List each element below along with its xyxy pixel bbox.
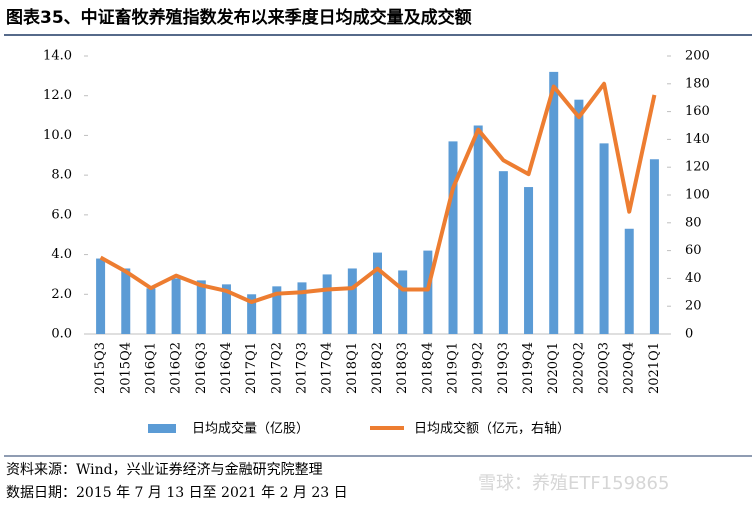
legend-label: 日均成交额（亿元，右轴）: [414, 421, 570, 437]
x-tick-label: 2020Q2: [571, 342, 586, 394]
bar: [599, 143, 609, 334]
x-tick-label: 2020Q4: [622, 342, 637, 394]
chart-title: 图表35、中证畜牧养殖指数发布以来季度日均成交量及成交额: [6, 7, 472, 28]
y-tick-label: 4.0: [51, 247, 72, 262]
y2-tick-label: 20: [685, 299, 702, 314]
x-tick-label: 2017Q1: [244, 342, 259, 394]
bar: [423, 250, 433, 334]
x-tick-label: 2019Q1: [446, 342, 461, 394]
bar: [171, 278, 181, 334]
y2-tick-label: 80: [685, 215, 702, 230]
bar: [373, 252, 382, 334]
bar: [96, 258, 106, 334]
x-tick-label: 2018Q3: [395, 342, 410, 394]
x-tick-label: 2020Q3: [597, 342, 612, 394]
bar: [322, 274, 332, 334]
bar: [498, 171, 508, 334]
x-tick-label: 2019Q2: [471, 342, 486, 394]
x-tick-label: 2018Q4: [420, 342, 435, 394]
y-tick-label: 8.0: [51, 168, 72, 183]
y2-tick-label: 180: [685, 76, 710, 91]
y2-tick-label: 120: [685, 160, 710, 175]
y2-tick-label: 40: [685, 271, 702, 286]
y2-tick-label: 200: [685, 49, 710, 64]
x-tick-label: 2021Q1: [647, 342, 662, 394]
y2-tick-label: 100: [685, 188, 710, 203]
bar: [549, 71, 559, 334]
y2-tick-label: 60: [685, 243, 702, 258]
y-tick-label: 0.0: [51, 327, 72, 342]
y-tick-label: 12.0: [43, 88, 72, 103]
legend-label: 日均成交量（亿股）: [192, 421, 309, 437]
bar: [398, 270, 408, 334]
bar: [448, 141, 458, 334]
x-tick-label: 2019Q3: [496, 342, 511, 394]
x-tick-label: 2017Q4: [320, 342, 335, 394]
legend-swatch: [148, 424, 176, 433]
line: [99, 81, 657, 305]
x-tick-label: 2018Q1: [345, 342, 360, 394]
bar: [247, 294, 257, 334]
x-tick-label: 2017Q2: [269, 342, 284, 394]
x-tick-label: 2016Q3: [194, 342, 209, 394]
bar: [524, 187, 534, 334]
bar: [624, 228, 634, 334]
x-tick-label: 2016Q1: [143, 342, 158, 394]
x-tick-label: 2015Q3: [93, 342, 108, 394]
date-note: 数据日期：2015 年 7 月 13 日至 2021 年 2 月 23 日: [6, 485, 348, 501]
y-tick-label: 2.0: [51, 287, 72, 302]
x-tick-label: 2019Q4: [521, 342, 536, 394]
bar: [574, 99, 584, 334]
y2-tick-label: 160: [685, 104, 710, 119]
bar: [473, 125, 483, 334]
bar: [146, 288, 156, 334]
bar: [121, 268, 131, 334]
bar: [347, 268, 357, 334]
y2-tick-label: 140: [685, 132, 710, 147]
watermark: 雪球：养殖ETF159865: [478, 472, 669, 494]
y-tick-label: 14.0: [43, 49, 72, 64]
source: 资料来源：Wind，兴业证券经济与金融研究院整理: [6, 462, 323, 478]
x-tick-label: 2017Q3: [294, 342, 309, 394]
bar: [221, 284, 231, 334]
bar: [272, 286, 282, 334]
x-tick-label: 2016Q2: [169, 342, 184, 394]
x-tick-label: 2015Q4: [118, 342, 133, 394]
bar: [196, 280, 206, 334]
y-tick-label: 6.0: [51, 207, 72, 222]
y2-tick-label: 0: [685, 327, 693, 342]
bar: [297, 282, 307, 334]
y-tick-label: 10.0: [43, 128, 72, 143]
x-tick-label: 2020Q1: [546, 342, 561, 394]
x-tick-label: 2016Q4: [219, 342, 234, 394]
bar: [649, 159, 659, 334]
x-tick-label: 2018Q2: [370, 342, 385, 394]
